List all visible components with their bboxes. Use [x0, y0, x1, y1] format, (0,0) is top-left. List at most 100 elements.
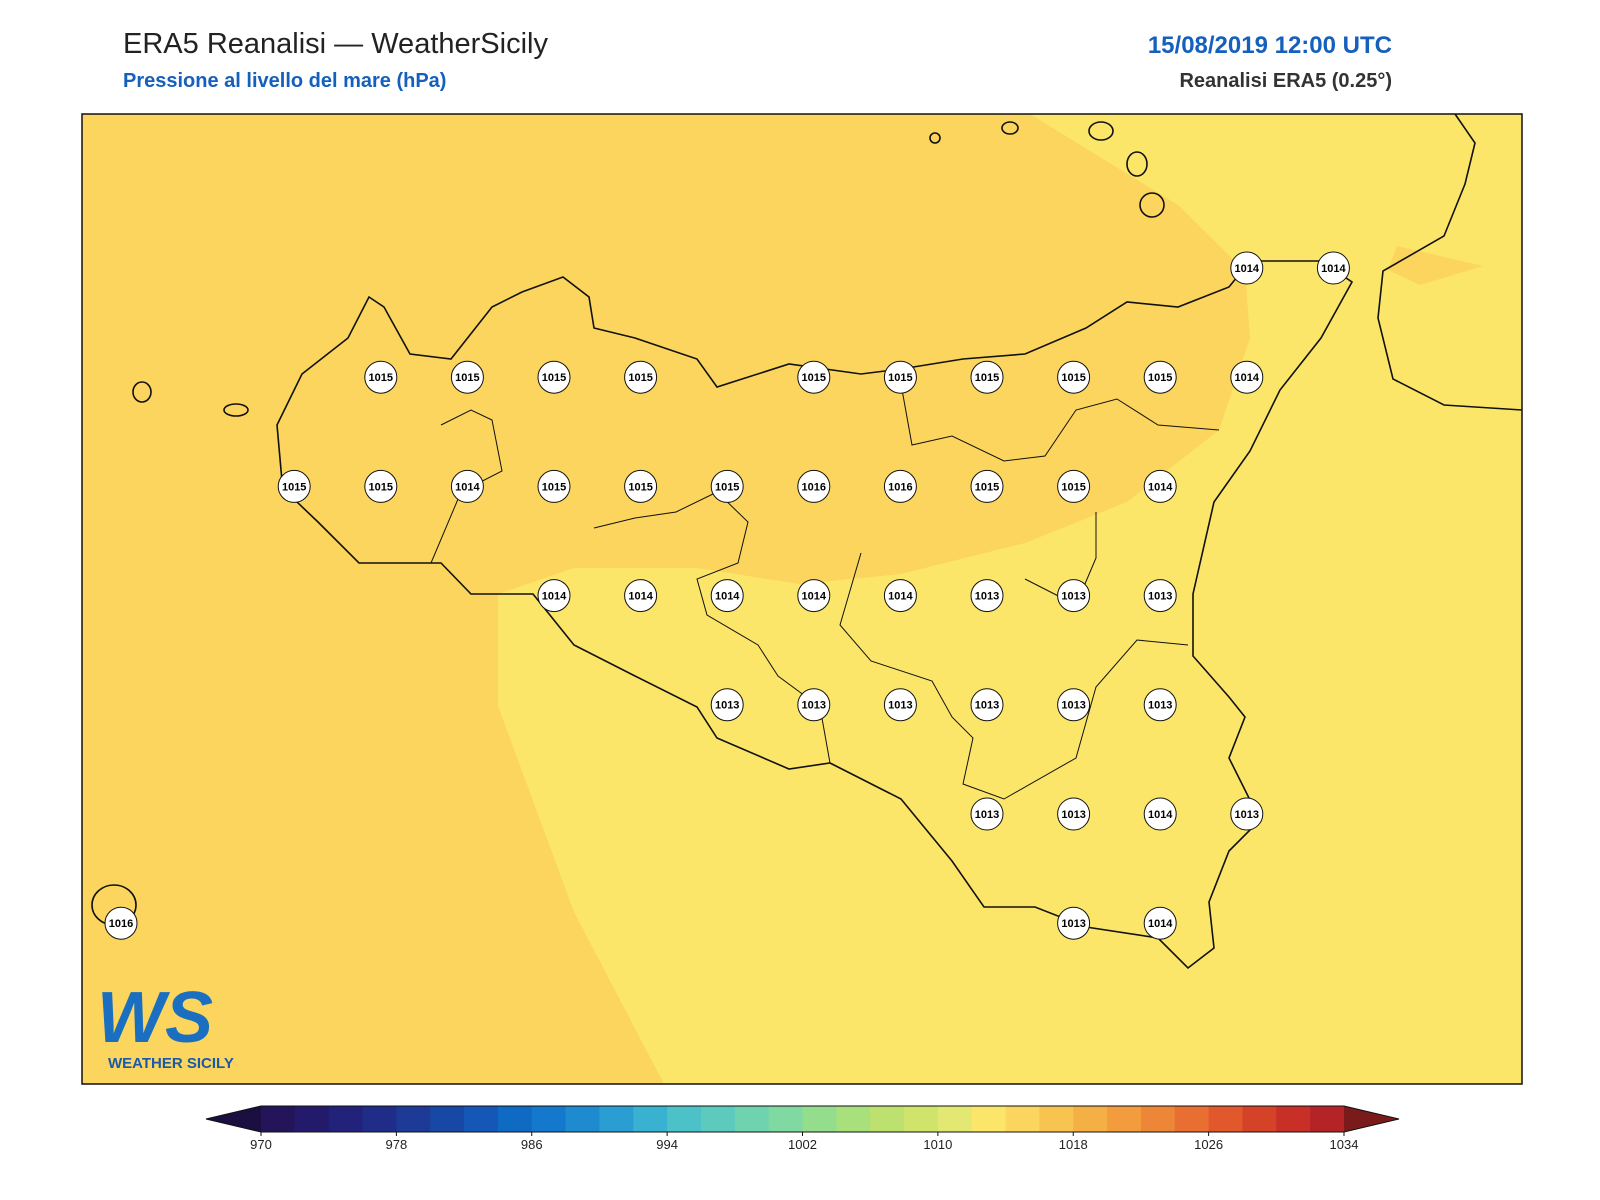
colorbar-swatch	[1208, 1106, 1243, 1132]
logo-mark: WS	[97, 978, 213, 1058]
station-value: 1013	[1061, 809, 1085, 821]
logo-text: WEATHER SICILY	[108, 1055, 234, 1072]
station-marker	[624, 469, 658, 503]
station-value: 1013	[1061, 918, 1085, 930]
station-marker	[797, 579, 831, 613]
colorbar: 970 978 986 994 1002 1010 1018 1026 1034	[205, 1105, 1400, 1152]
station-value: 1014	[1321, 263, 1346, 275]
station-value: 1014	[542, 591, 567, 603]
station-value: 1013	[975, 700, 999, 712]
colorbar-tick-label: 986	[521, 1137, 543, 1152]
station-marker	[883, 688, 917, 722]
station-marker	[277, 469, 311, 503]
station-marker	[450, 469, 484, 503]
colorbar-swatch	[904, 1106, 939, 1132]
colorbar-swatch	[430, 1106, 465, 1132]
station-value: 1015	[715, 481, 739, 493]
station-marker	[1143, 469, 1177, 503]
station-marker	[970, 797, 1004, 831]
station-marker	[710, 688, 744, 722]
colorbar-swatch	[768, 1106, 803, 1132]
date: 15/08/2019 12:00 UTC	[1148, 32, 1392, 59]
station-marker	[1230, 797, 1264, 831]
station-value: 1014	[802, 591, 827, 603]
station-marker	[1057, 579, 1091, 613]
colorbar-swatch	[802, 1106, 837, 1132]
colorbar-tick-label: 970	[250, 1137, 272, 1152]
colorbar-swatch	[362, 1106, 397, 1132]
colorbar-swatch	[1073, 1106, 1108, 1132]
station-value: 1015	[369, 372, 393, 384]
stations: 1014 1014 1015 1015 1015 1015 1015 1015 1015 1015…	[104, 251, 1350, 940]
colorbar-swatch	[396, 1106, 431, 1132]
station-marker	[1143, 579, 1177, 613]
map	[81, 113, 1523, 1085]
station-value: 1016	[888, 481, 912, 493]
station-value: 1015	[1061, 481, 1085, 493]
station-marker	[537, 579, 571, 613]
colorbar-swatch	[1242, 1106, 1277, 1132]
colorbar-swatch	[1005, 1106, 1040, 1132]
colorbar-swatch	[633, 1106, 668, 1132]
colorbar-swatch	[497, 1106, 533, 1132]
station-marker	[537, 360, 571, 394]
station-value: 1015	[1061, 372, 1085, 384]
station-marker	[104, 906, 138, 940]
station-marker	[1230, 251, 1264, 285]
colorbar-swatch	[836, 1106, 871, 1132]
station-marker	[970, 469, 1004, 503]
station-value: 1016	[109, 918, 133, 930]
colorbar-swatch	[1140, 1106, 1176, 1132]
station-marker	[1057, 688, 1091, 722]
colorbar-swatch	[261, 1106, 296, 1132]
colorbar-swatch	[1107, 1106, 1142, 1132]
station-marker	[1057, 469, 1091, 503]
colorbar-tick-label: 1010	[923, 1137, 952, 1152]
colorbar-swatch	[328, 1106, 364, 1132]
colorbar-swatch	[294, 1106, 330, 1132]
station-value: 1015	[802, 372, 826, 384]
station-marker	[1143, 906, 1177, 940]
source: Reanalisi ERA5 (0.25°)	[1179, 70, 1392, 92]
station-value: 1014	[1235, 263, 1260, 275]
colorbar-swatch	[937, 1106, 973, 1132]
station-value: 1014	[1148, 918, 1173, 930]
station-marker	[970, 360, 1004, 394]
station-marker	[1057, 906, 1091, 940]
colorbar-swatch	[1310, 1106, 1345, 1132]
station-value: 1015	[888, 372, 912, 384]
colorbar-swatch	[870, 1106, 905, 1132]
colorbar-tick-label: 1034	[1330, 1137, 1359, 1152]
colorbar-over	[1344, 1106, 1399, 1132]
colorbar-tick-label: 1002	[788, 1137, 817, 1152]
station-marker	[1143, 688, 1177, 722]
station-value: 1013	[975, 809, 999, 821]
station-marker	[1057, 797, 1091, 831]
station-value: 1015	[628, 372, 652, 384]
station-marker	[970, 579, 1004, 613]
station-marker	[883, 360, 917, 394]
colorbar-tick-label: 994	[656, 1137, 678, 1152]
station-value: 1015	[369, 481, 393, 493]
colorbar-swatch	[1174, 1106, 1210, 1132]
colorbar-swatch	[464, 1106, 499, 1132]
station-marker	[364, 469, 398, 503]
station-marker	[364, 360, 398, 394]
station-value: 1015	[628, 481, 652, 493]
station-value: 1014	[455, 481, 480, 493]
station-marker	[797, 688, 831, 722]
station-value: 1015	[282, 481, 306, 493]
station-value: 1013	[888, 700, 912, 712]
station-value: 1013	[1061, 700, 1085, 712]
colorbar-swatch	[565, 1106, 600, 1132]
station-value: 1014	[1148, 481, 1173, 493]
station-marker	[710, 469, 744, 503]
subtitle: Pressione al livello del mare (hPa)	[123, 70, 446, 92]
colorbar-swatch	[667, 1106, 702, 1132]
station-marker	[710, 579, 744, 613]
colorbar-swatch	[1039, 1106, 1074, 1132]
station-marker	[797, 469, 831, 503]
station-marker	[624, 579, 658, 613]
field-low	[498, 114, 1522, 1084]
station-marker	[797, 360, 831, 394]
